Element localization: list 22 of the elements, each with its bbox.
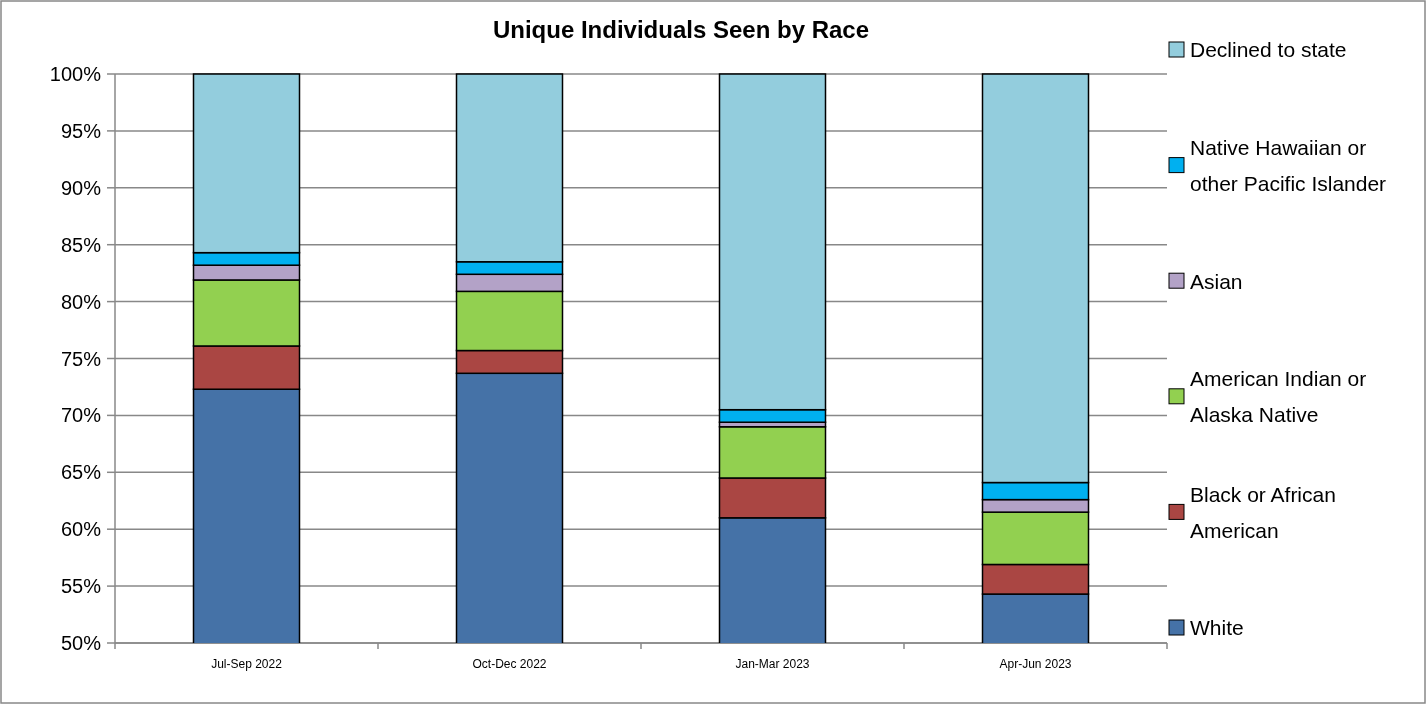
y-tick-label: 90% [60,176,102,199]
y-tick-label: 95% [60,119,102,142]
y-tick-label: 60% [60,518,102,541]
y-tick-label: 100% [49,63,102,85]
legend-label: White [1190,616,1244,640]
legend-label: American Indian or Alaska Native [1190,367,1367,427]
legend-label: Asian [1190,269,1243,293]
y-tick-label: 85% [60,233,102,256]
y-tick-label: 75% [60,347,102,370]
x-tick-label: Jan-Mar 2023 [735,657,810,671]
legend-label: Declined to state [1190,38,1347,62]
y-tick-label: 50% [60,632,102,654]
legend-label: Native Hawaiian or other Pacific Islander [1190,135,1387,195]
y-tick-label: 70% [60,404,102,427]
x-tick-label: Jul-Sep 2022 [211,657,283,671]
y-tick-label: 80% [60,290,102,313]
chart-title: Unique Individuals Seen by Race [492,16,870,43]
y-tick-label: 55% [60,575,102,598]
y-tick-label: 65% [60,461,102,484]
x-tick-label: Apr-Jun 2023 [999,657,1072,671]
x-tick-label: Oct-Dec 2022 [472,657,547,671]
legend-label: Black or African American [1190,482,1336,542]
